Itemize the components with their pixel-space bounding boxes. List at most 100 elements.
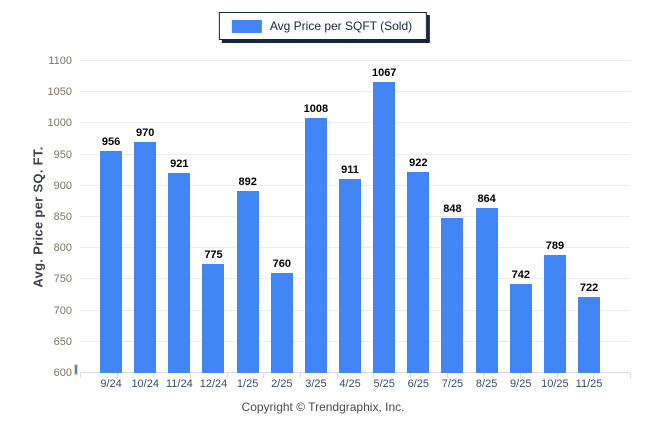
bar-value-label: 864 <box>477 193 496 206</box>
bar-value-label: 789 <box>545 240 565 253</box>
x-axis-label: 2/25 <box>271 378 293 390</box>
bar-value-label: 911 <box>341 163 359 176</box>
x-axis-label: 10/24 <box>131 378 159 390</box>
x-tick-mark <box>520 373 521 378</box>
bar-value-label: 722 <box>579 281 599 294</box>
y-tick-label: 1100 <box>48 55 72 67</box>
bar-slot-10/25: 789 <box>538 61 572 373</box>
bar-slot-12/24: 775 <box>196 61 230 373</box>
bar <box>543 255 566 373</box>
plot-area: 600 650 700 750 800 850 900 950 1000 1050 1100 956… <box>48 55 631 379</box>
x-tick-mark <box>593 373 595 378</box>
x-axis-label: 1/25 <box>236 378 259 390</box>
bar <box>373 81 396 373</box>
bar-slot-7/25: 848 <box>435 61 469 373</box>
bar-value-label: 921 <box>170 157 189 170</box>
bar <box>270 273 293 373</box>
y-tick-label: 600 <box>53 367 72 379</box>
bar-slot-1/25: 892 <box>231 61 265 373</box>
origin-tick <box>74 364 78 375</box>
x-axis-label: 8/25 <box>475 378 498 390</box>
y-tick-label: 950 <box>53 148 72 161</box>
bar <box>202 263 225 373</box>
x-axis-label: 6/25 <box>407 378 430 390</box>
y-tick-label: 1000 <box>47 117 72 130</box>
bar-slot-3/25: 1008 <box>299 61 333 373</box>
bar-value-label: 775 <box>204 248 223 261</box>
x-tick-mark <box>263 373 265 378</box>
bar <box>236 190 259 373</box>
gridline-950 <box>80 153 630 155</box>
bar-slot-9/24: 956 <box>94 61 128 373</box>
bar-slot-6/25: 922 <box>401 61 435 373</box>
bars-container: 956 970 921 775 892 760 1008 911 1067 922 848 864 74… <box>94 61 606 373</box>
bar-slot-9/25: 742 <box>504 61 538 373</box>
x-axis-label: 12/24 <box>199 378 228 390</box>
bar-slot-8/25: 864 <box>470 61 504 373</box>
legend-swatch <box>231 19 262 33</box>
bar-slot-5/25: 1067 <box>367 61 401 373</box>
x-axis-label: 9/25 <box>510 378 532 390</box>
bar-value-label: 892 <box>238 175 257 188</box>
legend: Avg Price per SQFT (Sold) <box>218 12 428 40</box>
y-tick-label: 900 <box>53 179 72 192</box>
bar-value-label: 1008 <box>303 103 329 116</box>
bar-value-label: 970 <box>136 127 155 140</box>
x-axis-label: 4/25 <box>339 378 361 390</box>
y-tick-label: 750 <box>53 273 72 286</box>
x-tick-mark <box>630 373 631 378</box>
x-tick-mark <box>226 373 228 378</box>
y-tick-label: 650 <box>53 335 72 348</box>
y-tick-label: 1050 <box>47 86 72 99</box>
gridline-1050 <box>80 91 630 93</box>
bar-value-label: 922 <box>409 157 428 170</box>
y-tick-label: 800 <box>53 242 72 255</box>
bar <box>407 172 430 373</box>
y-axis-title: Avg. Price per SQ. FT. <box>30 146 46 288</box>
bar-slot-11/24: 921 <box>162 61 196 373</box>
x-tick-mark <box>116 373 118 378</box>
x-axis-label: 11/24 <box>165 378 193 390</box>
x-tick-mark <box>190 373 191 378</box>
bar-value-label: 1067 <box>371 66 397 79</box>
gridline-1000 <box>80 122 630 124</box>
x-axis-labels: 9/24 10/24 11/24 12/24 1/25 2/25 3/25 4/25 5/25 6… <box>94 378 606 390</box>
bar-slot-2/25: 760 <box>265 61 299 373</box>
bar <box>509 284 532 373</box>
copyright-text: Copyright © Trendgraphix, Inc. <box>241 400 405 414</box>
y-tick-label: 850 <box>53 211 72 223</box>
bar <box>475 208 498 373</box>
x-tick-mark <box>80 373 81 378</box>
bar-value-label: 760 <box>272 258 291 271</box>
x-tick-mark <box>153 373 155 378</box>
x-axis-label: 3/25 <box>305 378 327 390</box>
gridline-1100 <box>80 60 630 61</box>
bar-slot-11/25: 722 <box>572 61 606 373</box>
bar-value-label: 848 <box>443 203 462 216</box>
x-axis-label: 5/25 <box>373 378 395 390</box>
bar-value-label: 742 <box>511 269 530 282</box>
x-axis-label: 9/24 <box>100 378 122 390</box>
bar <box>441 218 464 373</box>
x-tick-mark <box>336 373 338 378</box>
y-tick-label: 700 <box>53 304 72 317</box>
x-tick-mark <box>556 373 558 378</box>
bar-slot-4/25: 911 <box>333 61 367 373</box>
bar <box>304 118 327 373</box>
x-tick-mark <box>410 373 411 378</box>
bar-slot-10/24: 970 <box>128 61 162 373</box>
x-axis-label: 11/25 <box>575 378 603 390</box>
x-axis-label: 7/25 <box>441 378 464 390</box>
bar-value-label: 956 <box>101 135 121 148</box>
x-tick-mark <box>483 373 485 378</box>
bar <box>100 150 123 373</box>
x-tick-mark <box>373 373 375 378</box>
bar <box>134 142 157 373</box>
bar <box>339 178 362 373</box>
legend-label: Avg Price per SQFT (Sold) <box>269 19 413 33</box>
x-axis-label: 10/25 <box>541 378 569 390</box>
x-tick-mark <box>300 373 301 378</box>
bar <box>168 172 191 373</box>
x-tick-mark <box>446 373 448 378</box>
